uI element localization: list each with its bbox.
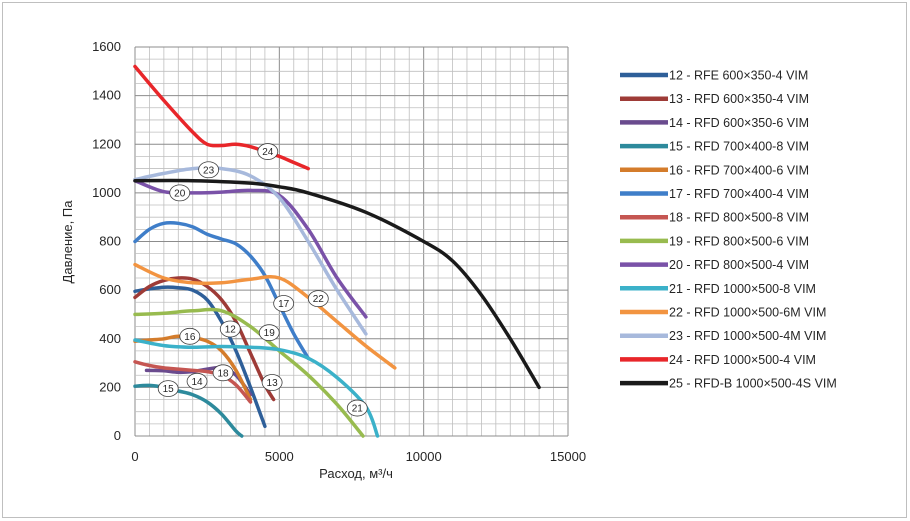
curve-number-label: 13 <box>267 378 279 389</box>
legend-item: 18 - RFD 800×500-8 VIM <box>620 211 809 225</box>
legend-item: 20 - RFD 800×500-4 VIM <box>620 258 809 272</box>
x-tick-label: 0 <box>131 449 138 464</box>
legend-item: 16 - RFD 700×400-6 VIM <box>620 163 809 177</box>
curve-number-marker: 18 <box>212 364 234 382</box>
curve-number-circle <box>219 320 241 338</box>
curve-number-marker: 13 <box>261 374 283 391</box>
curve-number-label: 19 <box>264 328 276 339</box>
legend-label: 18 - RFD 800×500-8 VIM <box>669 211 809 225</box>
axis-ticks: 0 200 400 600 800 1000 1200 1400 1600 0 5000 10000 1… <box>92 39 586 464</box>
legend-label: 12 - RFE 600×350-4 VIM <box>669 69 808 83</box>
legend-label: 21 - RFD 1000×500-8 VIM <box>669 282 816 296</box>
y-tick-label: 1000 <box>92 185 121 200</box>
curve-number-label: 24 <box>262 147 274 158</box>
y-tick-label: 800 <box>99 234 121 249</box>
curve-number-label: 22 <box>313 294 325 305</box>
y-tick-label: 200 <box>99 379 121 394</box>
curve-number-circle <box>157 380 179 397</box>
legend-label: 23 - RFD 1000×500-4M VIM <box>669 329 826 343</box>
curve-number-marker: 17 <box>273 295 295 312</box>
legend-item: 17 - RFD 700×400-4 VIM <box>620 187 809 201</box>
legend-item: 19 - RFD 800×500-6 VIM <box>620 234 809 248</box>
curve-number-label: 18 <box>217 368 229 379</box>
y-tick-label: 600 <box>99 282 121 297</box>
curve-number-label: 12 <box>225 325 237 336</box>
series-line-18 <box>133 360 253 404</box>
y-tick-label: 0 <box>114 428 121 443</box>
legend-item: 22 - RFD 1000×500-6M VIM <box>620 306 826 320</box>
curve-number-marker: 20 <box>169 184 191 202</box>
series-line-22 <box>133 262 397 370</box>
y-tick-label: 1400 <box>92 88 121 103</box>
curve-number-marker: 23 <box>198 161 220 179</box>
series-line-23 <box>133 166 368 336</box>
curve-number-circle <box>346 399 368 417</box>
legend-item: 15 - RFD 700×400-8 VIM <box>620 140 809 154</box>
legend-item: 23 - RFD 1000×500-4M VIM <box>620 329 826 343</box>
curve-number-circle <box>198 161 220 179</box>
legend-label: 17 - RFD 700×400-4 VIM <box>669 187 809 201</box>
series-line-25 <box>133 178 541 390</box>
curve-number-label: 14 <box>192 377 204 388</box>
x-axis-title: Расход, м³/ч <box>319 466 393 481</box>
legend-label: 19 - RFD 800×500-6 VIM <box>669 234 809 248</box>
curve-number-circle <box>212 364 234 382</box>
series-line-15 <box>133 383 244 438</box>
series-line-21 <box>133 338 380 438</box>
legend-item: 21 - RFD 1000×500-8 VIM <box>620 282 816 296</box>
legend-item: 14 - RFD 600×350-6 VIM <box>620 116 809 130</box>
curve-number-circle <box>273 295 295 312</box>
curve-number-marker: 14 <box>186 372 208 390</box>
x-tick-label: 5000 <box>265 449 294 464</box>
legend-item: 24 - RFD 1000×500-4 VIM <box>620 353 816 367</box>
curve-number-circle <box>307 290 329 308</box>
curve-number-label: 20 <box>174 188 186 199</box>
legend-label: 24 - RFD 1000×500-4 VIM <box>669 353 816 367</box>
legend-label: 15 - RFD 700×400-8 VIM <box>669 140 809 154</box>
curve-number-label: 15 <box>163 384 175 395</box>
series-line-13 <box>133 276 276 402</box>
series-line-24 <box>133 64 310 171</box>
curve-number-marker: 12 <box>219 320 241 338</box>
curve-number-circle <box>169 184 191 202</box>
curve-number-label: 16 <box>184 332 196 343</box>
x-tick-label: 15000 <box>550 449 586 464</box>
series-line-12 <box>133 285 267 429</box>
curve-number-marker: 16 <box>179 327 201 345</box>
curve-number-circle <box>257 143 279 160</box>
legend-label: 20 - RFD 800×500-4 VIM <box>669 258 809 272</box>
curve-number-marker: 22 <box>307 290 329 308</box>
curve-number-label: 21 <box>352 404 364 415</box>
legend-label: 13 - RFD 600×350-4 VIM <box>669 92 809 106</box>
curve-number-circle <box>186 372 208 390</box>
curve-number-marker: 15 <box>157 380 179 397</box>
y-tick-label: 400 <box>99 331 121 346</box>
curve-number-marker: 24 <box>257 143 279 160</box>
legend-item: 13 - RFD 600×350-4 VIM <box>620 92 809 106</box>
curve-number-circle <box>261 374 283 391</box>
x-tick-label: 10000 <box>406 449 442 464</box>
legend: 12 - RFE 600×350-4 VIM 13 - RFD 600×350-4… <box>620 69 837 391</box>
series-markers: 12 13 14 15 16 17 18 19 20 21 22 23 24 <box>157 143 368 417</box>
y-tick-label: 1600 <box>92 39 121 54</box>
legend-item: 12 - RFE 600×350-4 VIM <box>620 69 808 83</box>
legend-label: 25 - RFD-B 1000×500-4S VIM <box>669 377 837 391</box>
legend-item: 25 - RFD-B 1000×500-4S VIM <box>620 377 837 391</box>
legend-label: 14 - RFD 600×350-6 VIM <box>669 116 809 130</box>
y-axis-title: Давление, Па <box>60 200 75 284</box>
curve-number-circle <box>179 327 201 345</box>
curve-number-label: 17 <box>278 299 290 310</box>
curve-number-circle <box>258 324 280 342</box>
legend-label: 16 - RFD 700×400-6 VIM <box>669 163 809 177</box>
curve-number-marker: 19 <box>258 324 280 342</box>
curve-number-label: 23 <box>203 165 215 176</box>
legend-label: 22 - RFD 1000×500-6M VIM <box>669 306 826 320</box>
series-line-19 <box>133 307 365 438</box>
y-tick-label: 1200 <box>92 136 121 151</box>
curve-number-marker: 21 <box>346 399 368 417</box>
